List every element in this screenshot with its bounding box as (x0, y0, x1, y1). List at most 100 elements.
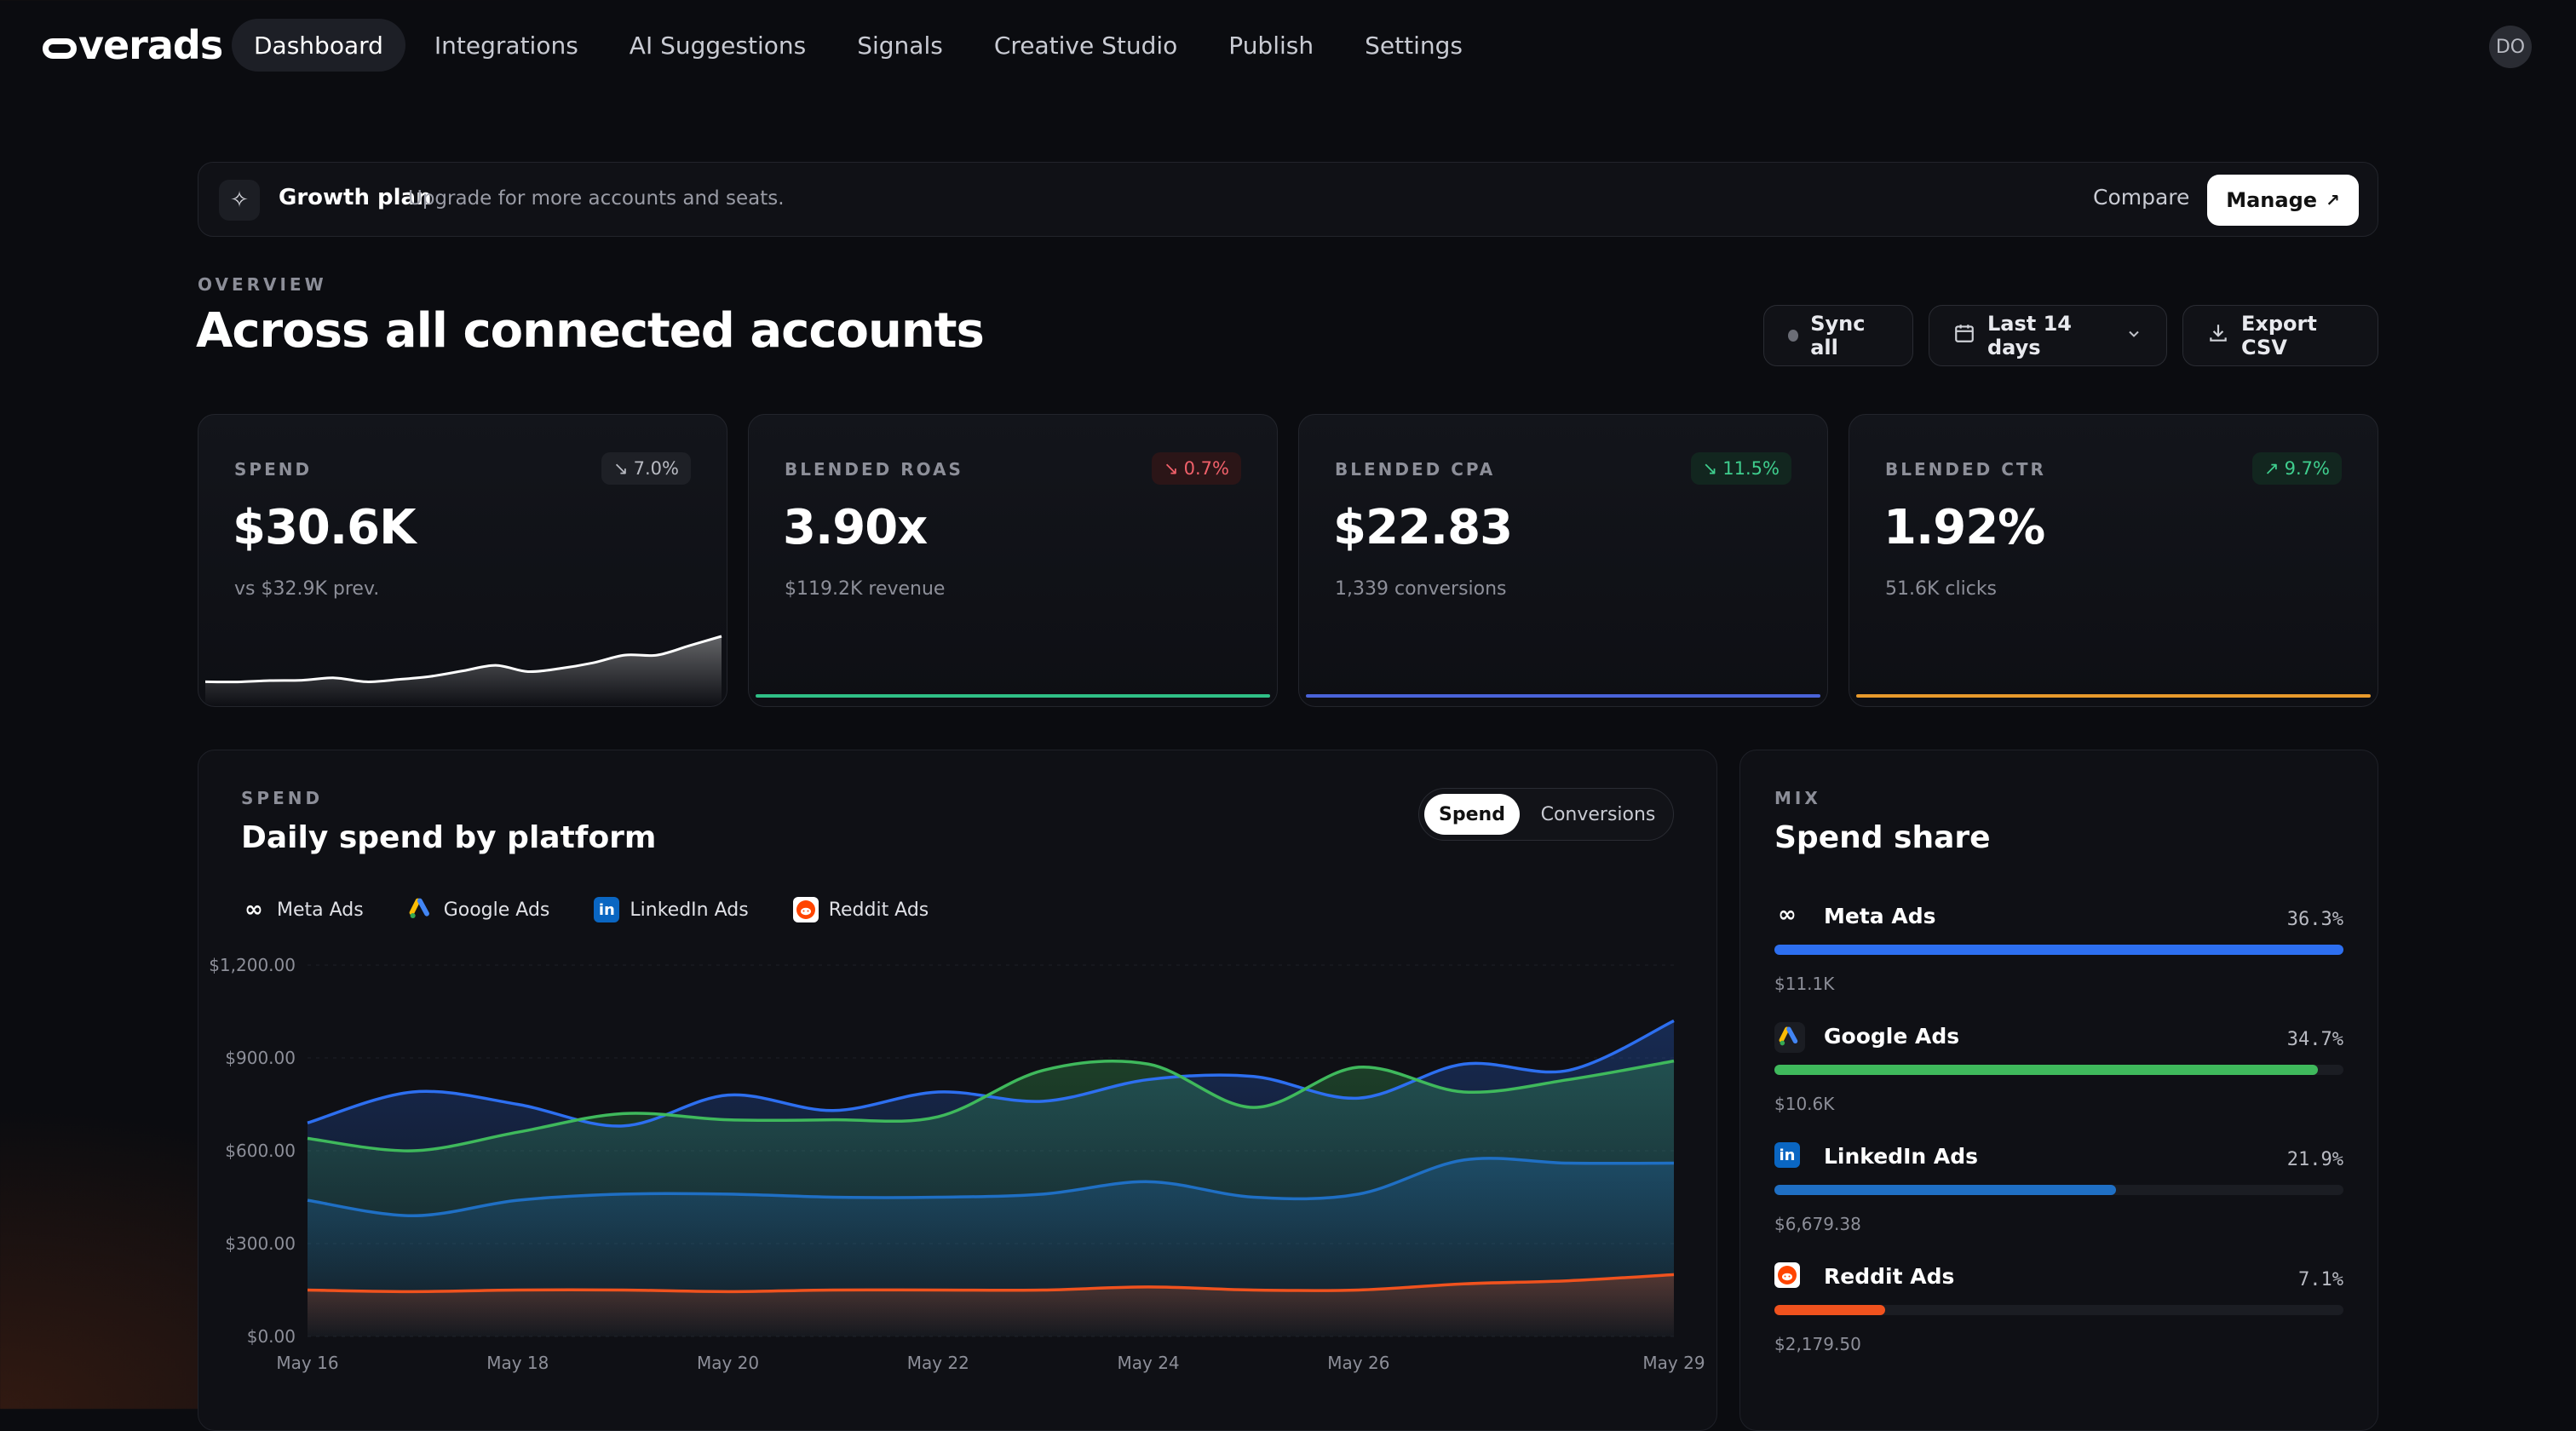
share-bar (1774, 1185, 2116, 1195)
linkedin-icon: in (1774, 1142, 1800, 1168)
legend-meta-ads[interactable]: ∞ Meta Ads (241, 897, 364, 922)
kpi-value: 3.90x (783, 500, 928, 555)
kpi-card-spend[interactable]: SPEND ↘ 7.0% $30.6K vs $32.9K prev. (198, 414, 727, 707)
legend-label: Meta Ads (277, 899, 364, 921)
spend-share-panel: MIX Spend share ∞ Meta Ads 36.3% $11.1K … (1739, 750, 2378, 1431)
chart-legend: ∞ Meta Ads Google Ads in LinkedIn Ads Re… (241, 897, 929, 922)
share-bar (1774, 1305, 1886, 1315)
manage-button[interactable]: Manage ↗ (2207, 175, 2359, 226)
nav-items: Dashboard Integrations AI Suggestions Si… (232, 19, 1485, 72)
overview-eyebrow: OVERVIEW (198, 274, 327, 295)
kpi-accent-line (1306, 694, 1820, 698)
share-track (1774, 1065, 2343, 1075)
sparkle-icon: ✧ (219, 180, 260, 221)
kpi-accent-line (1856, 694, 2371, 698)
arrow-down-right-icon: ↘ (613, 458, 629, 479)
kpi-delta: 11.5% (1722, 458, 1780, 479)
top-nav: overadsverads Dashboard Integrations AI … (0, 0, 2576, 92)
sparkline-line (204, 635, 722, 684)
nav-dashboard[interactable]: Dashboard (232, 19, 405, 72)
export-csv-button[interactable]: Export CSV (2182, 305, 2378, 366)
x-tick-label: May 18 (486, 1353, 549, 1373)
share-row-reddit-ads[interactable]: Reddit Ads 7.1% $2,179.50 (1774, 1262, 2343, 1375)
user-avatar[interactable]: DO (2489, 26, 2532, 68)
share-name: Reddit Ads (1824, 1264, 1955, 1289)
nav-integrations[interactable]: Integrations (434, 31, 578, 60)
x-tick-label: May 16 (276, 1353, 338, 1373)
metric-toggle: Spend Conversions (1418, 788, 1674, 841)
chevron-down-icon (2125, 324, 2142, 348)
x-tick-label: May 20 (697, 1353, 759, 1373)
growth-plan-banner: ✧ Growth plan Upgrade for more accounts … (198, 162, 2378, 237)
share-pct: 34.7% (2286, 1029, 2343, 1050)
series-line-google-ads (307, 1059, 1675, 1152)
x-tick-label: May 26 (1327, 1353, 1389, 1373)
toggle-conversions[interactable]: Conversions (1540, 803, 1656, 825)
nav-settings[interactable]: Settings (1365, 31, 1463, 60)
sync-all-button[interactable]: Sync all (1763, 305, 1913, 366)
kpi-card-blended-ctr[interactable]: BLENDED CTR ↗ 9.7% 1.92% 51.6K clicks (1849, 414, 2378, 707)
kpi-card-blended-roas[interactable]: BLENDED ROAS ↘ 0.7% 3.90x $119.2K revenue (748, 414, 1278, 707)
kpi-delta: 7.0% (633, 458, 679, 479)
kpi-delta: 9.7% (2284, 458, 2330, 479)
legend-label: Google Ads (443, 899, 550, 921)
google-ads-icon (408, 897, 434, 922)
reddit-icon (1774, 1262, 1800, 1288)
date-range-label: Last 14 days (1987, 312, 2072, 359)
legend-google-ads[interactable]: Google Ads (408, 897, 550, 922)
legend-linkedin-ads[interactable]: in LinkedIn Ads (594, 897, 749, 922)
share-bar (1774, 945, 2343, 955)
nav-signals[interactable]: Signals (857, 31, 943, 60)
kpi-sub: vs $32.9K prev. (234, 578, 380, 600)
nav-ai-suggestions[interactable]: AI Suggestions (629, 31, 807, 60)
kpi-sub: 51.6K clicks (1885, 578, 1998, 600)
nav-creative-studio[interactable]: Creative Studio (993, 31, 1178, 60)
share-row-meta-ads[interactable]: ∞ Meta Ads 36.3% $11.1K (1774, 902, 2343, 1014)
series-line-linkedin-ads (307, 1157, 1675, 1218)
toggle-spend[interactable]: Spend (1424, 794, 1520, 835)
reddit-icon (792, 897, 819, 922)
kpi-delta-badge: ↘ 7.0% (601, 452, 691, 485)
download-icon (2207, 322, 2229, 349)
share-name: Meta Ads (1824, 904, 1936, 928)
share-amount: $10.6K (1774, 1094, 1835, 1114)
series-line-meta-ads (307, 1019, 1675, 1128)
manage-label: Manage (2226, 188, 2318, 212)
arrow-down-right-icon: ↘ (1702, 458, 1718, 479)
arrow-up-right-icon: ↗ (2326, 190, 2340, 210)
daily-eyebrow: SPEND (241, 788, 324, 808)
share-amount: $2,179.50 (1774, 1334, 1861, 1354)
kpi-card-blended-cpa[interactable]: BLENDED CPA ↘ 11.5% $22.83 1,339 conversi… (1298, 414, 1828, 707)
nav-publish[interactable]: Publish (1228, 31, 1314, 60)
mix-title: Spend share (1774, 820, 1991, 855)
overads-logo[interactable]: overadsverads (43, 22, 223, 68)
legend-label: Reddit Ads (828, 899, 929, 921)
export-csv-label: Export CSV (2241, 312, 2317, 359)
x-tick-label: May 24 (1117, 1353, 1179, 1373)
kpi-label: BLENDED CTR (1885, 459, 2046, 480)
kpi-sub: $119.2K revenue (785, 578, 946, 600)
kpi-sub: 1,339 conversions (1335, 578, 1507, 600)
date-range-select[interactable]: Last 14 days (1929, 305, 2167, 366)
share-pct: 36.3% (2286, 909, 2343, 930)
compare-link[interactable]: Compare (2093, 185, 2190, 210)
kpi-value: $30.6K (233, 500, 417, 555)
share-amount: $6,679.38 (1774, 1214, 1861, 1234)
arrow-up-right-icon: ↗ (2264, 458, 2280, 479)
legend-reddit-ads[interactable]: Reddit Ads (792, 897, 929, 922)
y-tick-label: $300.00 (225, 1233, 296, 1254)
plan-subtitle: Upgrade for more accounts and seats. (408, 187, 785, 210)
daily-title: Daily spend by platform (241, 820, 657, 855)
kpi-value: $22.83 (1333, 500, 1513, 555)
arrow-down-right-icon: ↘ (1164, 458, 1179, 479)
y-tick-label: $900.00 (225, 1048, 296, 1068)
share-track (1774, 1305, 2343, 1315)
calendar-icon (1953, 322, 1975, 349)
share-row-linkedin-ads[interactable]: in LinkedIn Ads 21.9% $6,679.38 (1774, 1142, 2343, 1255)
y-tick-label: $0.00 (247, 1326, 296, 1347)
daily-spend-chart: $0.00 $300.00 $600.00 $900.00 $1,200.00 May 1… (209, 955, 1705, 1373)
series-line-reddit-ads (307, 1273, 1675, 1294)
share-bar (1774, 1065, 2318, 1075)
share-track (1774, 945, 2343, 955)
share-row-google-ads[interactable]: Google Ads 34.7% $10.6K (1774, 1022, 2343, 1135)
